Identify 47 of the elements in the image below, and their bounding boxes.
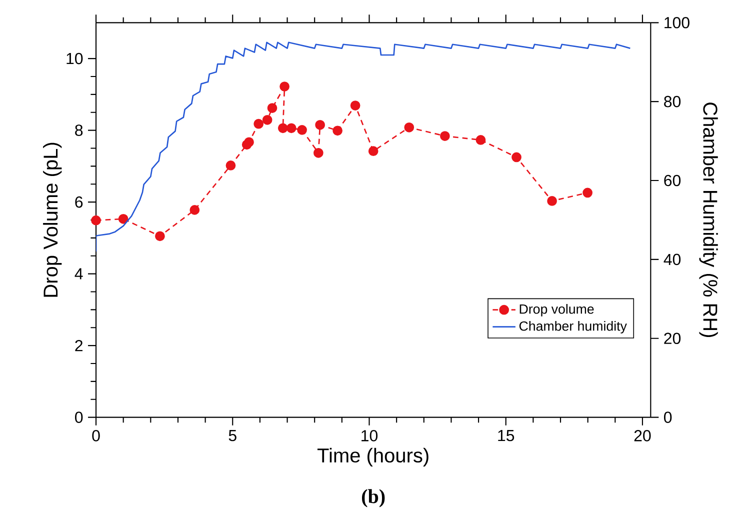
y-tick-label: 2 [75, 340, 82, 352]
y2-tick-label: 100 [664, 16, 690, 28]
point [332, 126, 342, 136]
point [350, 100, 360, 110]
point [315, 120, 325, 130]
point [368, 146, 378, 156]
y-tick-label: 8 [75, 124, 83, 136]
y2-axis-title: Chamber Humidity (% RH) [699, 102, 718, 338]
legend-label: Chamber humidity [519, 320, 627, 334]
y-tick-label: 10 [66, 52, 83, 64]
point [404, 122, 414, 132]
point [476, 135, 486, 145]
point [91, 215, 101, 226]
x-tick-label: 20 [634, 430, 651, 442]
x-tick-label: 0 [92, 430, 100, 442]
point [278, 123, 288, 134]
y2-tick-label: 80 [664, 96, 681, 108]
point [254, 118, 264, 129]
point [512, 152, 522, 162]
y-tick-label: 6 [75, 196, 83, 208]
point [118, 214, 128, 224]
point [547, 196, 557, 206]
point [155, 231, 165, 242]
point [262, 114, 272, 125]
point [267, 103, 278, 113]
point [286, 123, 296, 134]
x-tick-label: 5 [228, 430, 236, 442]
point [313, 148, 324, 158]
x-axis-title: Time (hours) [317, 448, 428, 466]
legend-label: Drop volume [520, 304, 594, 316]
point [440, 131, 450, 141]
y-tick-label: 0 [75, 412, 83, 423]
y2-tick-label: 60 [664, 174, 681, 186]
point [297, 125, 307, 135]
point [280, 82, 290, 92]
text: (b) [362, 489, 385, 508]
y-axis-title: Drop Volume (pL) [43, 142, 62, 297]
y2-tick-label: 20 [664, 332, 681, 344]
y-tick-label: 4 [74, 268, 83, 280]
x-tick-label: 15 [498, 430, 514, 442]
point [244, 137, 254, 148]
point [226, 160, 236, 170]
x-tick-label: 10 [362, 430, 378, 442]
y2-tick-label: 40 [664, 254, 681, 266]
y2-tick-label: 0 [664, 412, 672, 423]
point [190, 205, 200, 215]
point [582, 188, 592, 198]
